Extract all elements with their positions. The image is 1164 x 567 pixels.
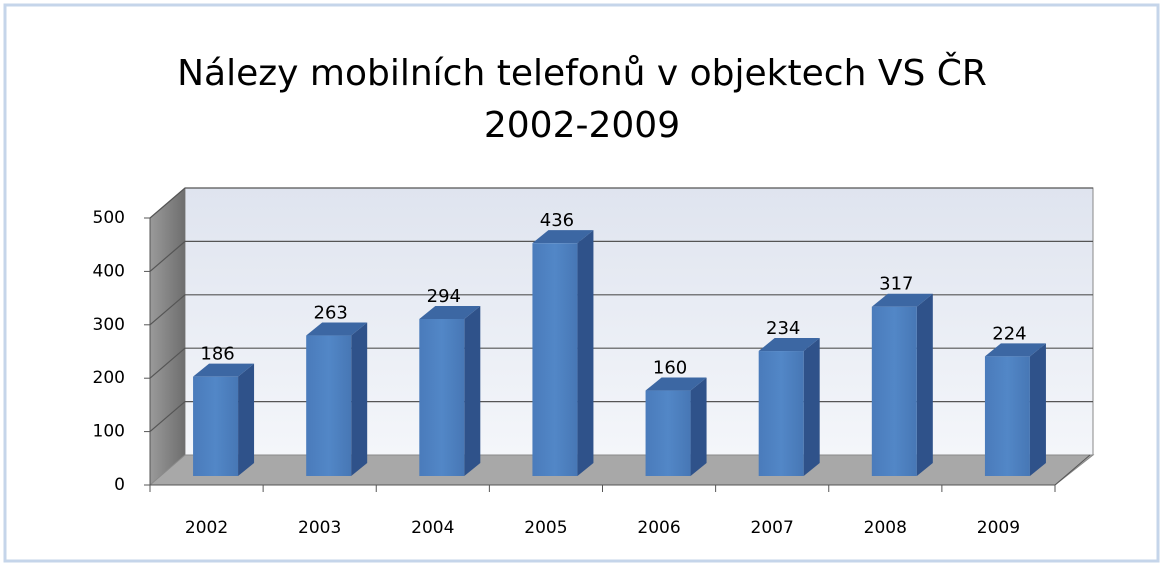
bar-side	[803, 338, 820, 476]
bar-side	[351, 322, 368, 476]
grid-line	[149, 294, 1093, 326]
bar-side	[916, 293, 933, 476]
y-tick-label: 100	[93, 422, 125, 442]
bar-front	[419, 319, 465, 476]
plot-area: 0 100 200 300 400 500 2002 186 2003 263 2004 294 200…	[93, 187, 1095, 538]
bar-front	[645, 390, 691, 476]
y-tick-label: 500	[93, 208, 125, 228]
bar-top	[758, 338, 820, 352]
bar	[758, 338, 820, 476]
floor	[148, 454, 1095, 486]
bar	[532, 230, 594, 476]
grid-line	[149, 240, 1093, 272]
bar-front	[532, 243, 578, 476]
bar	[193, 363, 255, 476]
data-label: 186	[200, 344, 234, 365]
y-tick-label: 0	[114, 475, 125, 495]
x-tick-label: 2008	[864, 518, 907, 538]
bar-side	[238, 363, 255, 476]
data-label: 263	[314, 303, 348, 324]
x-tick-label: 2007	[751, 518, 794, 538]
data-label: 294	[427, 286, 461, 307]
x-tick-label: 2002	[185, 518, 228, 538]
data-label: 224	[992, 323, 1026, 344]
bar-side	[577, 230, 594, 476]
data-label: 317	[879, 274, 913, 295]
x-tick-label: 2005	[524, 518, 567, 538]
bar-front	[871, 306, 917, 476]
bar-front	[193, 376, 239, 476]
bar-front	[984, 356, 1030, 476]
bar-top	[645, 377, 707, 391]
x-tick-label: 2004	[411, 518, 454, 538]
x-tick-label: 2003	[298, 518, 341, 538]
y-tick-label: 300	[93, 315, 125, 335]
bar-top	[419, 306, 481, 320]
bar-side	[1029, 343, 1046, 476]
bar	[871, 293, 933, 476]
bar-top	[871, 293, 933, 307]
chart-title: Nálezy mobilních telefonů v objektech VS…	[177, 52, 987, 94]
bar	[306, 322, 368, 476]
chart-title: 2002-2009	[484, 105, 680, 146]
y-tick-label: 400	[93, 261, 125, 281]
bar-top	[984, 343, 1046, 357]
bar	[645, 377, 707, 476]
bar-top	[193, 363, 255, 377]
data-label: 160	[653, 358, 687, 379]
side-wall	[150, 188, 185, 485]
bar-side	[464, 306, 481, 476]
grid-line	[149, 187, 1093, 219]
x-axis-depth	[1054, 454, 1091, 486]
x-tick-label: 2009	[977, 518, 1020, 538]
data-label: 436	[540, 210, 574, 231]
bar-front	[758, 351, 804, 476]
bar-top	[532, 230, 594, 244]
bar-side	[690, 377, 707, 476]
x-tick-label: 2006	[637, 518, 680, 538]
bar-top	[306, 322, 368, 336]
y-tick-label: 200	[93, 368, 125, 388]
bar	[419, 306, 481, 476]
bar	[984, 343, 1046, 476]
bar-front	[306, 335, 352, 476]
data-label: 234	[766, 318, 800, 339]
